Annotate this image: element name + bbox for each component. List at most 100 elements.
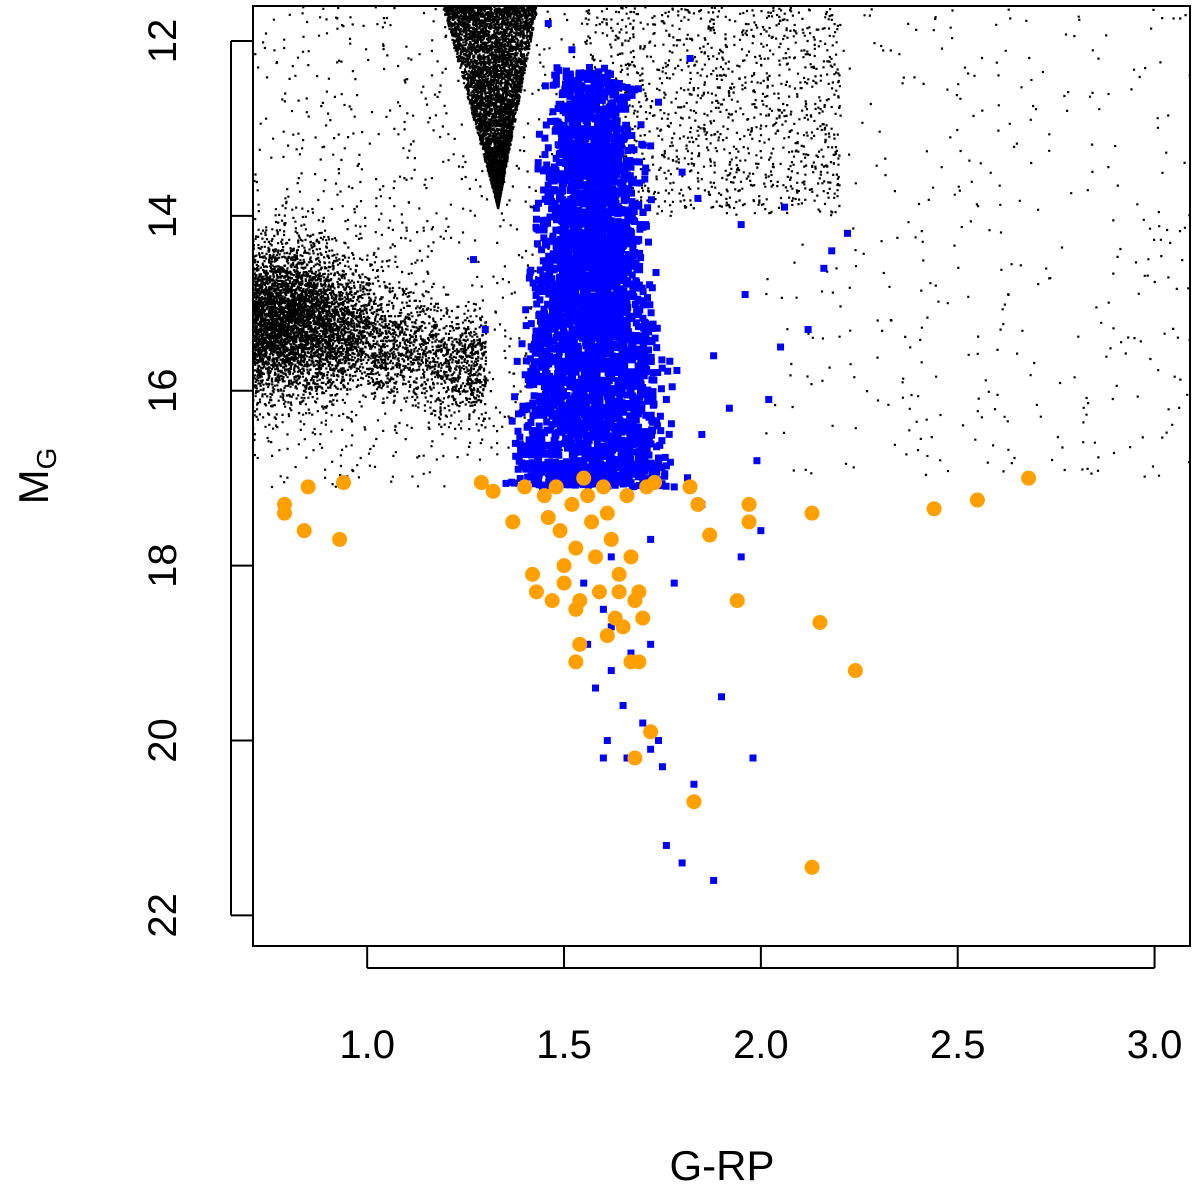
orange-point	[572, 636, 588, 652]
orange-point	[804, 505, 820, 521]
blue-point	[623, 754, 631, 762]
blue-point	[678, 168, 686, 176]
blue-point	[686, 54, 694, 62]
orange-point	[540, 510, 556, 526]
blue-point-series	[469, 19, 851, 884]
blue-point	[655, 737, 663, 745]
orange-point	[812, 614, 828, 630]
blue-point	[603, 737, 611, 745]
black-point-marks	[253, 6, 1190, 489]
y-tick-label: 20	[141, 718, 185, 763]
orange-point	[584, 514, 600, 530]
orange-point	[276, 505, 292, 521]
orange-point	[611, 566, 627, 582]
blue-point	[599, 754, 607, 762]
y-tick-label: 22	[141, 893, 185, 938]
blue-point	[655, 98, 663, 106]
plot-frame	[252, 5, 1191, 947]
orange-point	[804, 859, 820, 875]
orange-point	[599, 505, 615, 521]
orange-point	[741, 496, 757, 512]
y-axis-title-main: M	[10, 469, 57, 504]
orange-point	[635, 610, 651, 626]
blue-point	[749, 754, 757, 762]
y-tick-label: 18	[141, 543, 185, 588]
blue-point	[584, 640, 592, 648]
orange-point	[686, 794, 702, 810]
orange-point	[517, 479, 533, 495]
orange-point	[631, 584, 647, 600]
orange-point	[619, 488, 635, 504]
orange-point	[611, 584, 627, 600]
blue-point	[718, 693, 725, 701]
orange-point	[556, 558, 572, 574]
orange-point	[332, 531, 348, 547]
orange-point	[336, 475, 352, 491]
y-axis-title: MG	[10, 448, 62, 505]
orange-point	[576, 470, 592, 486]
orange-point	[300, 479, 316, 495]
blue-point	[757, 527, 765, 535]
orange-point	[1021, 470, 1037, 486]
blue-point	[607, 623, 615, 631]
blue-point	[627, 649, 635, 657]
orange-point-series	[276, 470, 1037, 875]
orange-point	[647, 475, 663, 491]
x-axis-title: G-RP	[670, 1142, 775, 1189]
orange-point	[969, 492, 985, 508]
y-tick-label: 14	[141, 194, 185, 239]
orange-point	[568, 540, 584, 556]
y-tick-label: 12	[141, 19, 185, 64]
y-axis: 12 14 16 18 20 22	[141, 19, 253, 938]
blue-point	[777, 343, 785, 351]
orange-point	[580, 488, 596, 504]
black-point-cloud	[253, 6, 1190, 489]
orange-point	[505, 514, 521, 530]
orange-point	[591, 584, 607, 600]
orange-point	[595, 479, 611, 495]
orange-point	[623, 654, 639, 670]
blue-point	[820, 264, 828, 272]
orange-point	[615, 619, 631, 635]
blue-point	[662, 395, 670, 403]
x-tick-label: 2.5	[930, 1023, 986, 1067]
blue-point	[780, 203, 788, 211]
blue-point	[741, 291, 749, 299]
blue-point	[710, 352, 718, 360]
x-axis: 1.0 1.5 2.0 2.5 3.0	[339, 946, 1182, 1067]
blue-point	[592, 684, 600, 692]
blue-point	[619, 702, 627, 710]
blue-point	[710, 876, 718, 884]
y-axis-title-subscript: G	[31, 448, 62, 470]
orange-point	[690, 496, 706, 512]
blue-point	[647, 535, 655, 543]
blue-point	[765, 395, 773, 403]
orange-point	[473, 475, 489, 491]
blue-point	[568, 46, 576, 54]
orange-point	[623, 549, 639, 565]
blue-point	[737, 221, 745, 229]
orange-point	[556, 575, 572, 591]
blue-point	[828, 247, 836, 255]
y-tick-label: 16	[141, 368, 185, 413]
blue-point	[753, 457, 761, 465]
orange-point	[525, 566, 541, 582]
blue-point	[544, 19, 552, 27]
orange-point	[627, 750, 643, 766]
x-tick-label: 1.0	[339, 1023, 395, 1067]
x-tick-label: 3.0	[1127, 1023, 1183, 1067]
blue-point	[658, 763, 666, 771]
orange-point	[682, 479, 698, 495]
blue-point	[639, 719, 647, 727]
orange-point	[588, 549, 604, 565]
orange-point	[702, 527, 718, 543]
orange-point	[536, 488, 552, 504]
blue-point	[725, 404, 733, 412]
blue-point	[698, 430, 706, 438]
orange-point	[485, 483, 501, 499]
orange-point	[548, 479, 564, 495]
orange-point	[926, 501, 942, 517]
blue-point	[599, 605, 607, 613]
orange-point	[568, 654, 584, 670]
x-tick-label: 1.5	[536, 1023, 592, 1067]
